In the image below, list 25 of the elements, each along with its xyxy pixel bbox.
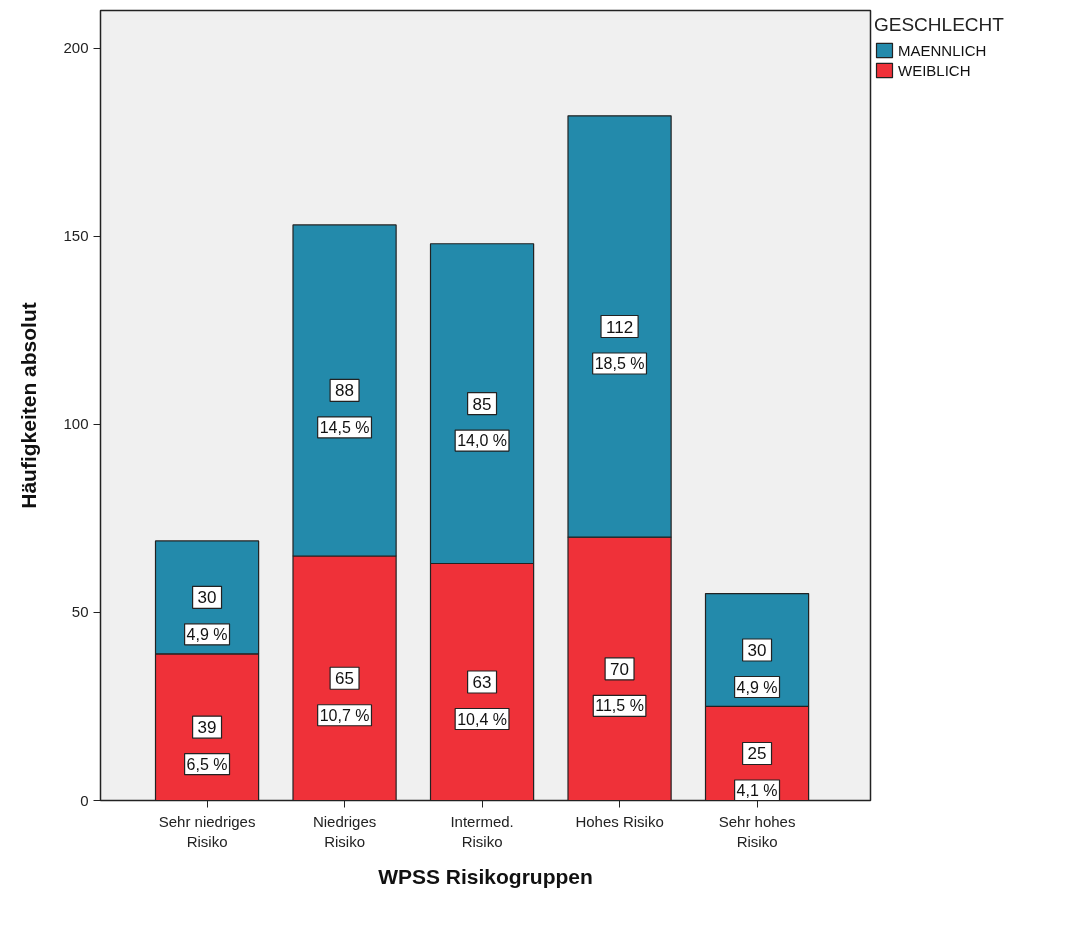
legend-label: MAENNLICH [898,41,987,59]
y-tick-label: 50 [71,603,89,621]
x-axis-title: WPSS Risikogruppen [378,864,593,888]
x-tick-label: Hohes Risiko [575,812,664,830]
legend-label: WEIBLICH [898,61,971,79]
text: 112 18,5 % [594,317,645,372]
y-tick-label: 0 [80,791,89,809]
text: 70 11,5 % [595,659,644,715]
y-axis-title: Häufigkeiten absolut [17,302,41,509]
text: 25 4,1 % [736,744,778,799]
text: 30 4,9 % [736,641,778,696]
y-tick-label: 150 [63,227,89,245]
x-tick-label: Sehr hohes Risiko [718,812,796,850]
y-tick-label: 200 [63,39,89,57]
y-tick-label: 100 [63,415,89,433]
legend-title: GESCHLECHT [874,14,1004,36]
text: 85 14,0 % [457,394,507,450]
x-tick-label: Sehr niedriges Risiko [158,812,256,850]
text: 30 4,9 % [186,588,228,643]
x-tick-label: Intermed. Risiko [450,812,514,850]
text: 63 10,4 % [457,673,507,728]
text: 88 14,5 % [319,381,370,436]
text: 39 6,5 % [186,718,228,773]
text: 65 10,7 % [319,669,370,724]
x-tick-label: Niedriges Risiko [312,812,377,850]
